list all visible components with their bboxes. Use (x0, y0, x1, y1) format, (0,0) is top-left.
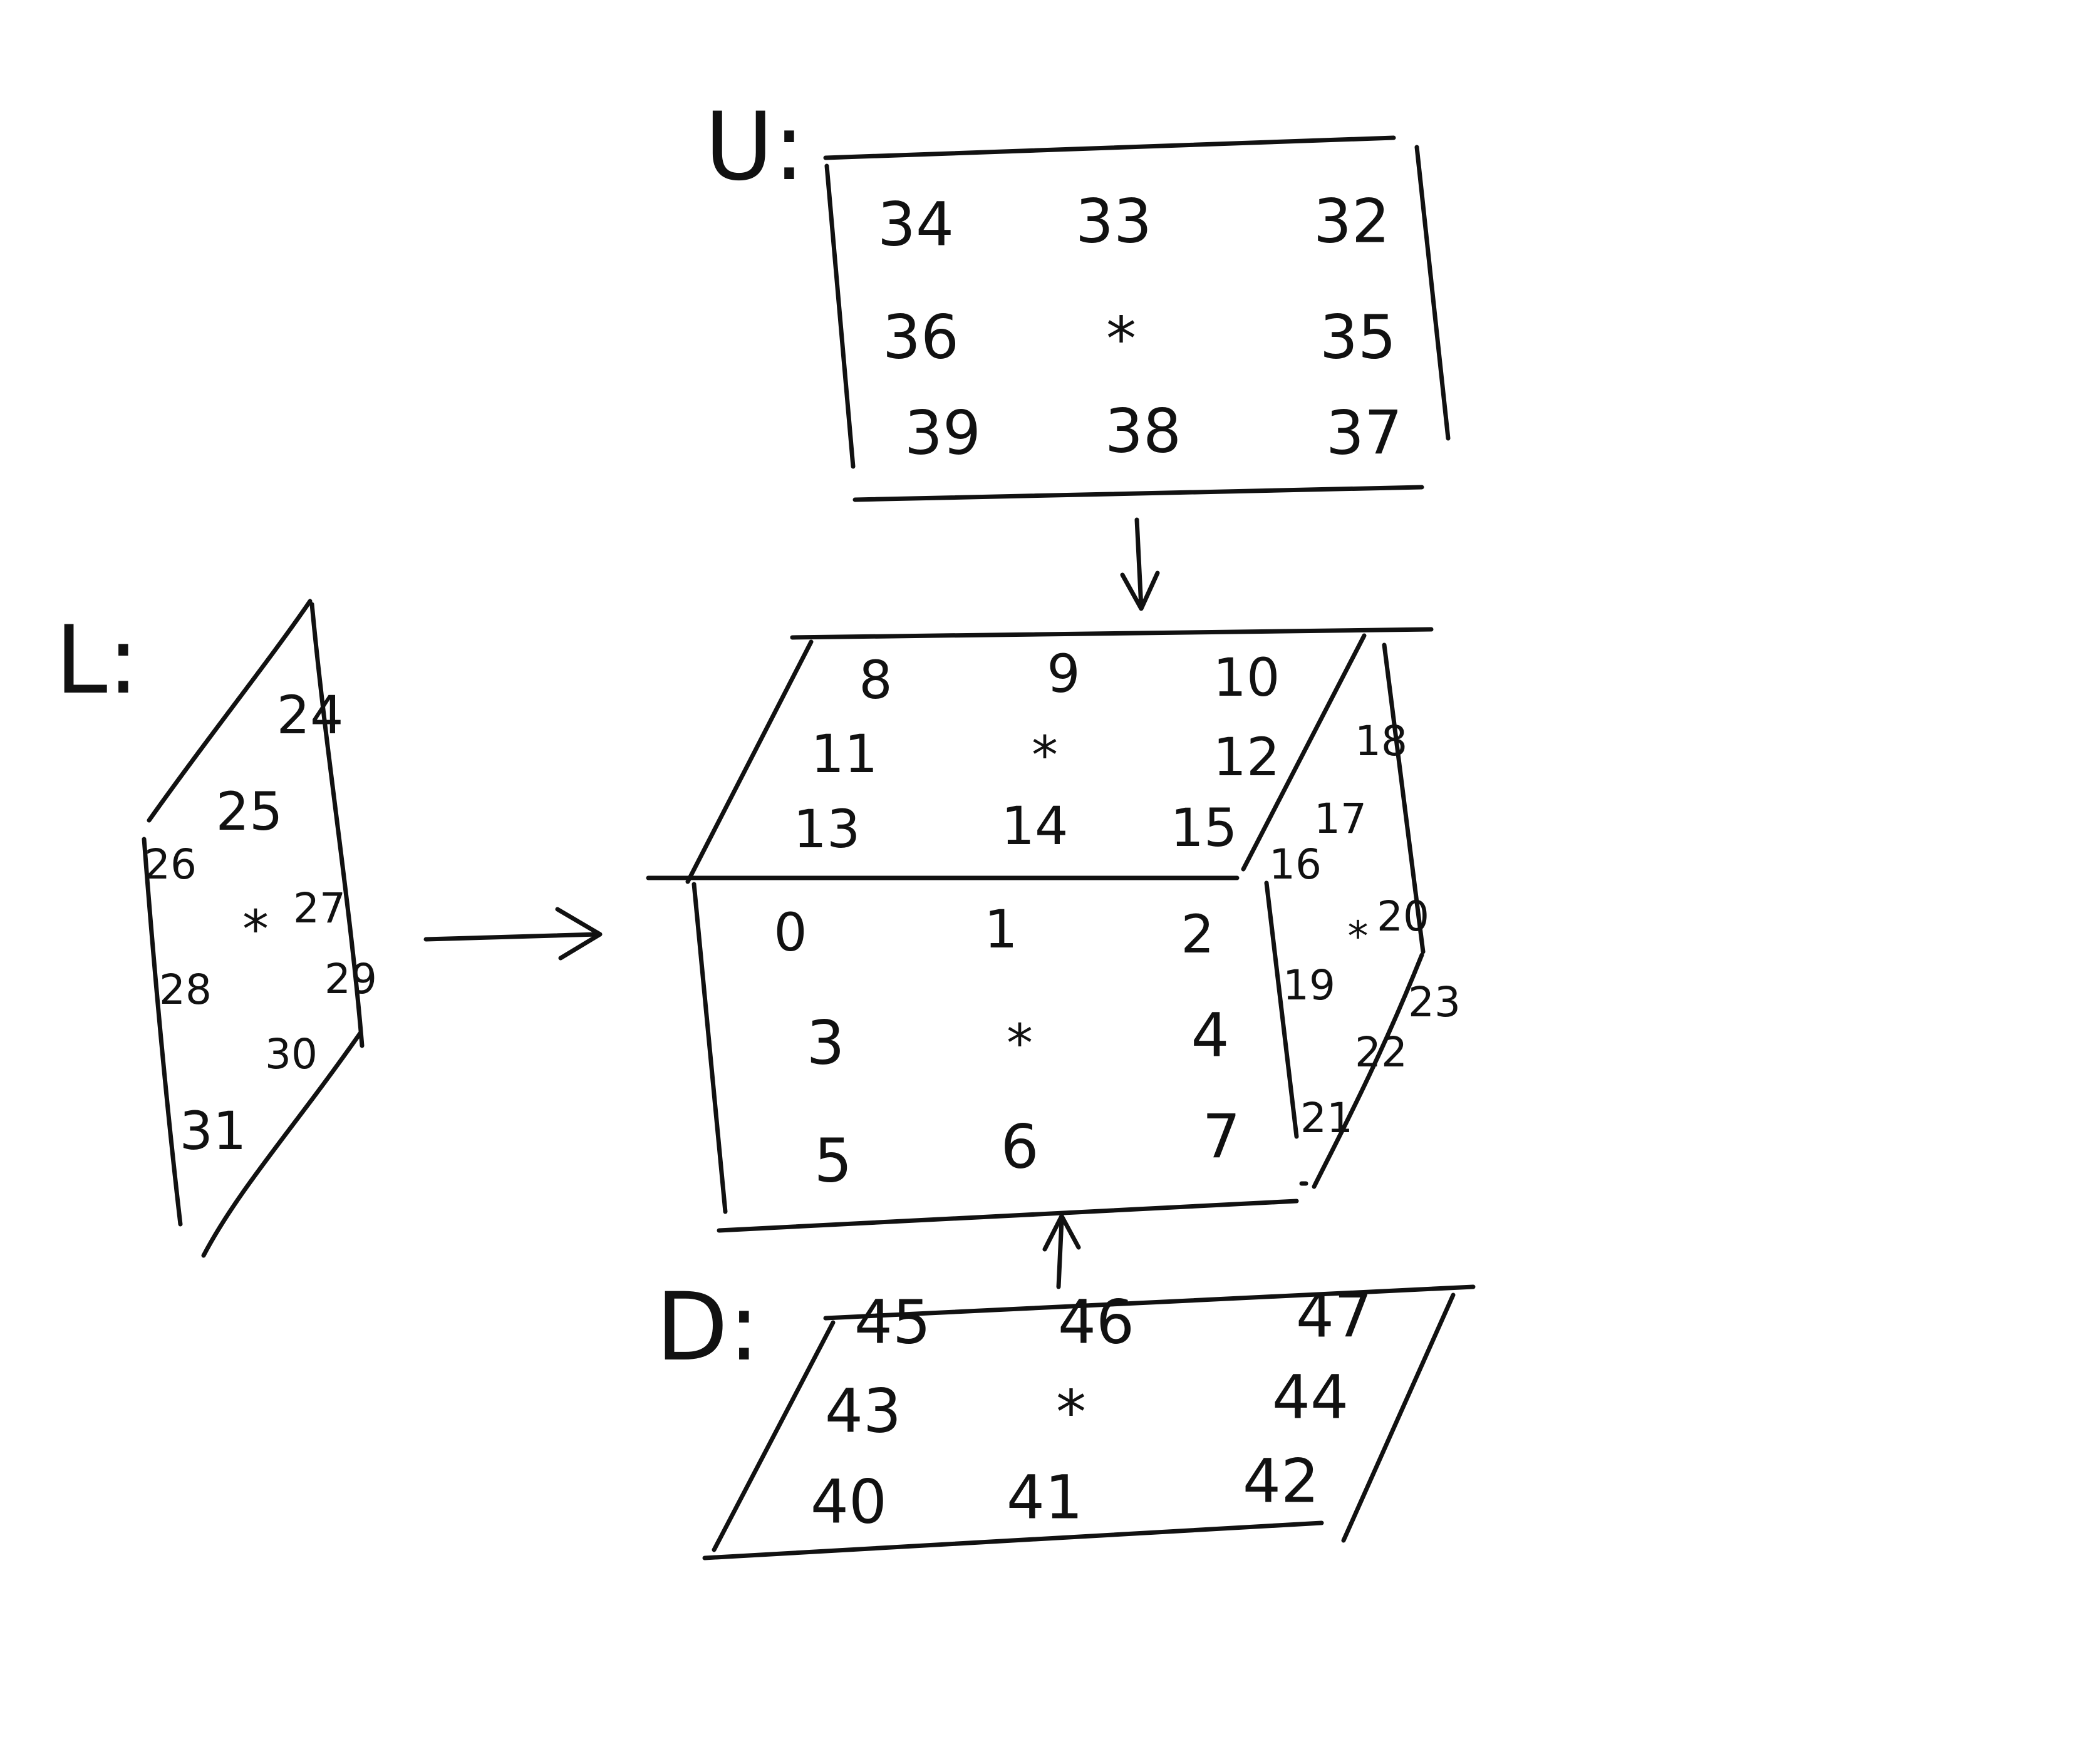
face-d-cell: 47 (1296, 1281, 1372, 1351)
face-d-outline (702, 1284, 1476, 1560)
face-u-cell: 34 (878, 189, 954, 259)
face-front-cell: 6 (1000, 1112, 1038, 1182)
face-front-center: * (1007, 1013, 1033, 1074)
face-u-cell: 38 (1105, 396, 1181, 466)
cube: 8 9 10 11 * 12 13 14 15 0 1 2 3 * 4 5 6 … (646, 627, 1461, 1233)
face-l-cell: 26 (144, 840, 197, 889)
face-d-cell: 45 (854, 1287, 931, 1357)
face-top-center: * (1032, 725, 1058, 786)
face-d: D: 45 46 47 43 * 44 40 41 42 (656, 1273, 1476, 1560)
face-d-label: D: (656, 1273, 760, 1382)
face-top-cell: 15 (1171, 797, 1238, 859)
face-u-label: U: (705, 93, 805, 202)
face-u-cell: 37 (1326, 398, 1402, 468)
face-top-cell: 13 (794, 798, 861, 860)
face-l-cell: 24 (277, 684, 344, 746)
face-d-cell: 41 (1007, 1462, 1083, 1532)
face-front-cell: 2 (1181, 904, 1214, 965)
face-l-cell: 27 (293, 884, 346, 932)
face-u: U: 34 33 32 36 * 35 39 38 37 (705, 93, 1451, 502)
face-top-cell: 10 (1213, 647, 1280, 708)
face-l: L: 24 25 26 27 * 28 29 30 31 (55, 599, 377, 1258)
face-top-cell: 12 (1213, 726, 1280, 788)
face-u-cell: 33 (1075, 186, 1152, 256)
face-top-cell: 11 (811, 723, 878, 785)
face-u-cell: 32 (1313, 186, 1390, 256)
face-right-cell: 18 (1355, 717, 1407, 765)
face-right-cell: 17 (1314, 795, 1367, 843)
face-u-center: * (1106, 304, 1136, 374)
face-l-label: L: (55, 606, 139, 715)
arrow-right (423, 907, 603, 961)
face-right-center: * (1348, 912, 1369, 961)
face-front-cell: 0 (774, 902, 807, 963)
face-top-cell: 8 (859, 649, 892, 711)
face-right-cell: 22 (1355, 1028, 1407, 1076)
face-l-center: * (242, 899, 269, 960)
face-right-cell: 20 (1377, 892, 1429, 941)
face-l-outline (142, 599, 365, 1258)
face-right-cell: 23 (1408, 978, 1461, 1026)
face-front-cell: 4 (1191, 1000, 1229, 1070)
face-u-cell: 35 (1320, 302, 1396, 372)
face-l-cell: 29 (324, 955, 377, 1003)
arrow-down (1120, 517, 1160, 611)
face-front-cell: 7 (1202, 1101, 1240, 1172)
face-d-cell: 43 (825, 1376, 901, 1446)
face-l-cell: 28 (159, 966, 212, 1014)
face-d-center: * (1056, 1377, 1086, 1447)
face-d-cell: 42 (1243, 1446, 1319, 1516)
face-right-cell: 16 (1269, 840, 1322, 889)
cube-outline (646, 627, 1434, 1233)
face-front-cell: 3 (806, 1008, 844, 1078)
face-top-cell: 9 (1047, 643, 1080, 704)
face-right-cell: 19 (1283, 961, 1335, 1009)
face-d-cell: 40 (811, 1467, 887, 1537)
face-l-cell: 30 (265, 1030, 318, 1078)
face-l-cell: 25 (216, 781, 283, 842)
face-front-cell: 1 (984, 899, 1017, 960)
face-u-cell: 36 (883, 302, 959, 372)
face-d-cell: 44 (1272, 1362, 1349, 1432)
face-right-cell: 21 (1300, 1094, 1353, 1142)
face-front-cell: 5 (814, 1125, 852, 1195)
face-u-cell: 39 (904, 398, 981, 468)
face-l-cell: 31 (180, 1100, 247, 1162)
face-d-cell: 46 (1058, 1287, 1134, 1357)
face-top-cell: 14 (1002, 795, 1069, 857)
arrow-up (1042, 1214, 1081, 1289)
face-u-outline (823, 135, 1451, 502)
